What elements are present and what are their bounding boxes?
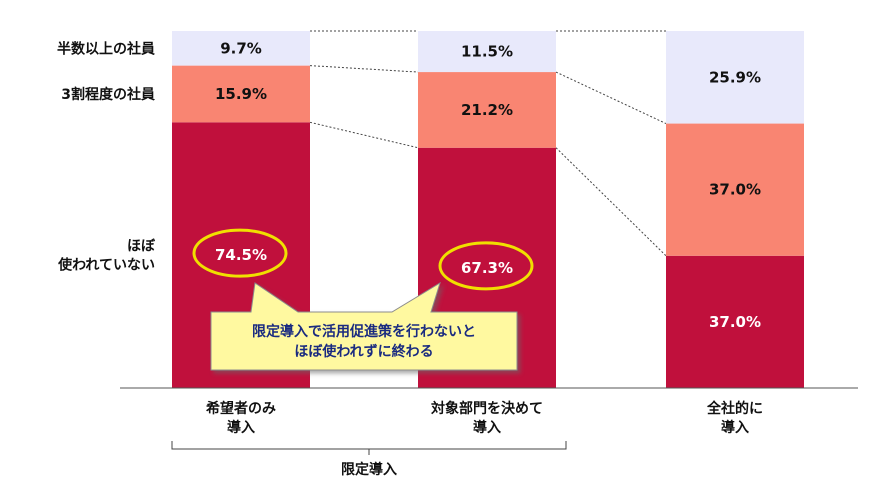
value-label: 74.5% — [215, 246, 267, 264]
category-labels-layer: 希望者のみ導入 対象部門を決めて導入 全社的に導入 — [206, 400, 763, 436]
callout-text: 限定導入で活用促進策を行わないとほぼ使われずに終わる — [252, 323, 476, 360]
group-label: 限定導入 — [341, 461, 397, 478]
series-label: ほぼ使われていない — [57, 239, 156, 274]
group-annotation: 限定導入 — [171, 441, 567, 478]
value-label: 25.9% — [709, 68, 761, 86]
value-label: 37.0% — [709, 313, 761, 331]
callout-bubble — [210, 281, 518, 371]
bar-segment — [666, 31, 804, 124]
bar-segment — [418, 72, 556, 148]
bar-segment — [172, 65, 310, 123]
value-label: 37.0% — [709, 181, 761, 199]
highlight-ellipse — [438, 241, 534, 291]
connector-line — [555, 71, 667, 125]
value-label: 67.3% — [461, 259, 513, 277]
category-label: 全社的に導入 — [706, 400, 763, 436]
series-label: 半数以上の社員 — [57, 40, 155, 57]
value-labels-layer: 74.5% 15.9% 9.7% 67.3% 21.2% 11.5% 37.0% 37.0% 2… — [215, 39, 761, 331]
highlight-ellipse — [192, 228, 288, 278]
connector-lines — [309, 30, 667, 257]
value-label: 11.5% — [461, 43, 513, 61]
bar-segment — [666, 123, 804, 256]
group-bracket — [171, 441, 567, 450]
bar-segment — [418, 31, 556, 73]
connector-line — [309, 65, 419, 73]
value-label: 9.7% — [220, 39, 262, 57]
callout: 限定導入で活用促進策を行わないとほぼ使われずに終わる — [210, 281, 518, 371]
series-label: 3割程度の社員 — [61, 86, 155, 103]
value-label: 21.2% — [461, 101, 513, 119]
bar-segment — [172, 31, 310, 66]
connector-line — [309, 121, 419, 149]
connector-line — [555, 147, 667, 257]
value-label: 15.9% — [215, 85, 267, 103]
category-label: 対象部門を決めて導入 — [430, 400, 543, 436]
bar-segment — [666, 255, 804, 388]
category-label: 希望者のみ導入 — [206, 400, 276, 436]
highlight-ellipses — [192, 228, 534, 291]
